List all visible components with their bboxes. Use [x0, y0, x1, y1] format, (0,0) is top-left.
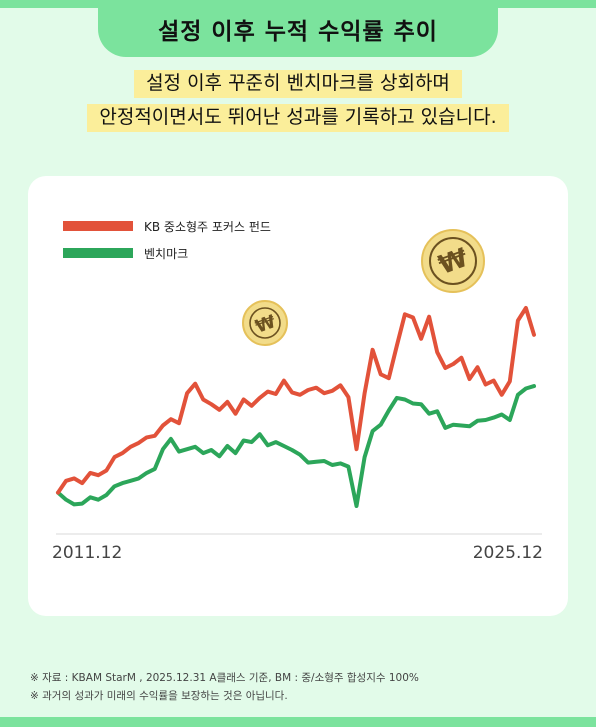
x-tick-label-start: 2011.12: [52, 543, 122, 563]
legend-swatch-benchmark: [63, 248, 133, 258]
footnote-source: ※ 자료 : KBAM StarM , 2025.12.31 A클래스 기준, …: [30, 672, 419, 684]
x-tick-label-end: 2025.12: [473, 543, 543, 563]
cumulative-return-chart: KB 중소형주 포커스 펀드 벤치마크 ₩ ₩ 2011.12 2025.12: [52, 220, 543, 563]
footnotes: ※ 자료 : KBAM StarM , 2025.12.31 A클래스 기준, …: [30, 669, 419, 705]
footnote-disclaimer: ※ 과거의 성과가 미래의 수익률을 보장하는 것은 아닙니다.: [30, 690, 288, 702]
won-coin-icon: ₩: [421, 229, 485, 293]
legend-label-benchmark: 벤치마크: [144, 247, 188, 261]
legend-label-fund: KB 중소형주 포커스 펀드: [144, 220, 271, 234]
legend: KB 중소형주 포커스 펀드 벤치마크: [63, 220, 271, 261]
subtitle-line-1: 설정 이후 꾸준히 벤치마크를 상회하며: [134, 70, 462, 98]
bottom-strip: [0, 717, 596, 727]
series-line-benchmark: [56, 384, 536, 508]
subtitle-line-2: 안정적이면서도 뛰어난 성과를 기록하고 있습니다.: [87, 104, 509, 132]
chart-card: KB 중소형주 포커스 펀드 벤치마크 ₩ ₩ 2011.12 2025.12: [28, 176, 568, 616]
subtitle: 설정 이후 꾸준히 벤치마크를 상회하며 안정적이면서도 뛰어난 성과를 기록하…: [0, 70, 596, 138]
won-coin-icon: ₩: [242, 300, 288, 346]
page-title: 설정 이후 누적 수익률 추이: [98, 0, 498, 57]
series-line-fund: [56, 306, 536, 495]
legend-swatch-fund: [63, 221, 133, 231]
